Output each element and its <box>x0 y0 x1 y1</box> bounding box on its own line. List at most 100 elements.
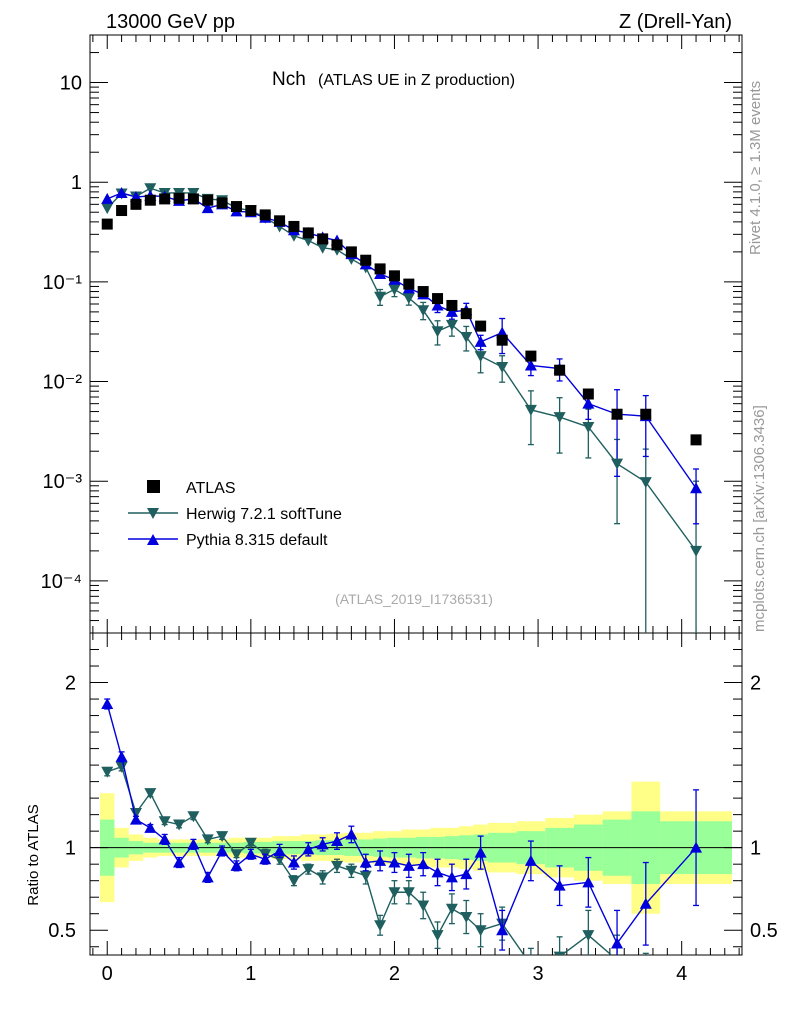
observable-description: (ATLAS UE in Z production) <box>318 72 515 89</box>
herwig-main-point <box>431 326 444 338</box>
legend-pythia-marker <box>147 534 159 545</box>
x-tick-label: 0 <box>102 963 113 985</box>
pythia-ratio-point <box>417 858 430 870</box>
pythia-ratio-point <box>302 843 315 855</box>
pythia-ratio-point <box>316 838 329 850</box>
atlas-data-point <box>288 220 300 232</box>
atlas-data-point <box>317 233 329 245</box>
pythia-ratio-point <box>173 856 186 868</box>
atlas-data-point <box>274 215 286 227</box>
herwig-ratio-point <box>374 920 387 932</box>
energy-label: 13000 GeV pp <box>106 11 235 33</box>
legend-herwig-label: Herwig 7.2.1 softTune <box>186 506 342 523</box>
herwig-ratio-point <box>302 864 315 876</box>
pythia-main-point <box>474 335 487 347</box>
herwig-ratio-point <box>417 900 430 912</box>
pythia-ratio-point <box>474 846 487 858</box>
herwig-main-point <box>374 291 387 303</box>
herwig-main-point <box>474 351 487 363</box>
legend-atlas-marker <box>147 480 160 493</box>
herwig-ratio-point <box>431 930 444 942</box>
pythia-ratio-point <box>230 859 243 871</box>
herwig-main-point <box>582 421 595 433</box>
atlas-data-point <box>101 218 113 230</box>
pythia-ratio-point <box>144 821 157 833</box>
main-y-tick-label: 10⁻³ <box>43 471 83 493</box>
herwig-main-point <box>445 319 458 331</box>
herwig-ratio-point <box>144 788 157 800</box>
herwig-ratio-point <box>173 819 186 831</box>
pythia-main-point <box>431 299 444 311</box>
herwig-ratio-point <box>582 930 595 942</box>
atlas-data-point <box>360 254 372 266</box>
atlas-data-point <box>403 278 415 290</box>
pythia-ratio-point <box>639 897 652 909</box>
pythia-main-point <box>690 482 703 494</box>
herwig-ratio-point <box>331 860 344 872</box>
legend-pythia-label: Pythia 8.315 default <box>186 532 328 549</box>
ratio-frame <box>89 632 743 956</box>
herwig-ratio-point <box>129 807 142 819</box>
atlas-data-point <box>582 388 594 400</box>
atlas-data-point <box>446 299 458 311</box>
herwig-ratio-point <box>690 995 702 1006</box>
pythia-ratio-point <box>101 698 114 710</box>
pythia-main-line <box>106 192 697 489</box>
atlas-data-point <box>475 320 487 332</box>
atlas-data-point <box>496 334 508 346</box>
atlas-data-point <box>417 286 429 298</box>
herwig-main-point <box>316 242 329 254</box>
atlas-data-point <box>116 205 128 217</box>
pythia-main-point <box>445 305 458 317</box>
main-y-tick-label: 1 <box>71 172 82 194</box>
herwig-ratio-point <box>230 849 243 861</box>
pythia-ratio-point <box>273 844 286 856</box>
pythia-ratio-point <box>259 853 272 865</box>
herwig-ratio-point <box>158 816 171 828</box>
main-y-tick-label: 10⁻¹ <box>43 272 83 294</box>
atlas-data-point <box>302 227 314 239</box>
herwig-ratio-point <box>388 887 401 899</box>
ratio-y-tick-label-right: 0.5 <box>750 920 778 942</box>
atlas-data-point <box>144 194 156 206</box>
herwig-ratio-point <box>101 766 114 778</box>
pythia-ratio-point <box>611 937 624 949</box>
herwig-main-point <box>639 477 652 489</box>
herwig-ratio-point <box>187 811 200 823</box>
legend: ATLAS Herwig 7.2.1 softTune Pythia 8.315… <box>128 480 342 549</box>
pythia-ratio-point <box>496 924 509 936</box>
pythia-ratio-point <box>201 871 214 883</box>
process-label: Z (Drell-Yan) <box>619 11 732 33</box>
rivet-label: Rivet 4.1.0, ≥ 1.3M events <box>747 81 764 255</box>
herwig-main-point <box>460 331 473 343</box>
pythia-ratio-point <box>115 750 128 762</box>
x-tick-label: 4 <box>676 963 687 985</box>
main-y-tick-label: 10 <box>60 73 82 95</box>
herwig-ratio-point <box>115 761 128 773</box>
pythia-main-point <box>582 397 595 409</box>
herwig-ratio-point <box>611 954 624 955</box>
herwig-ratio-point <box>316 872 329 884</box>
pythia-ratio-point <box>524 854 537 866</box>
atlas-data-point <box>259 209 271 221</box>
atlas-data-point <box>159 193 171 205</box>
herwig-main-line <box>106 187 697 552</box>
pythia-ratio-line <box>106 703 697 945</box>
atlas-data-point <box>374 263 386 275</box>
herwig-ratio-point <box>460 912 473 924</box>
pythia-ratio-point <box>460 868 473 880</box>
pythia-main-point <box>201 202 214 214</box>
pythia-main-point <box>115 186 128 198</box>
pythia-ratio-point <box>690 841 703 853</box>
pythia-ratio-point <box>331 835 344 847</box>
main-y-tick-label: 10⁻² <box>43 372 83 394</box>
source-label: mcplots.cern.ch [arXiv:1306.3436] <box>751 405 768 632</box>
atlas-data-point <box>331 239 343 251</box>
ratio-y-tick-label-left: 1 <box>65 838 76 860</box>
ratio-panel-axes: 0.5 0.5 1 1 2 2 0 1 2 3 4 <box>48 632 778 985</box>
main-y-tick-label: 10⁻⁴ <box>41 571 82 593</box>
herwig-main-point <box>553 412 566 424</box>
herwig-ratio-point <box>474 925 487 937</box>
herwig-main-point <box>144 183 157 195</box>
